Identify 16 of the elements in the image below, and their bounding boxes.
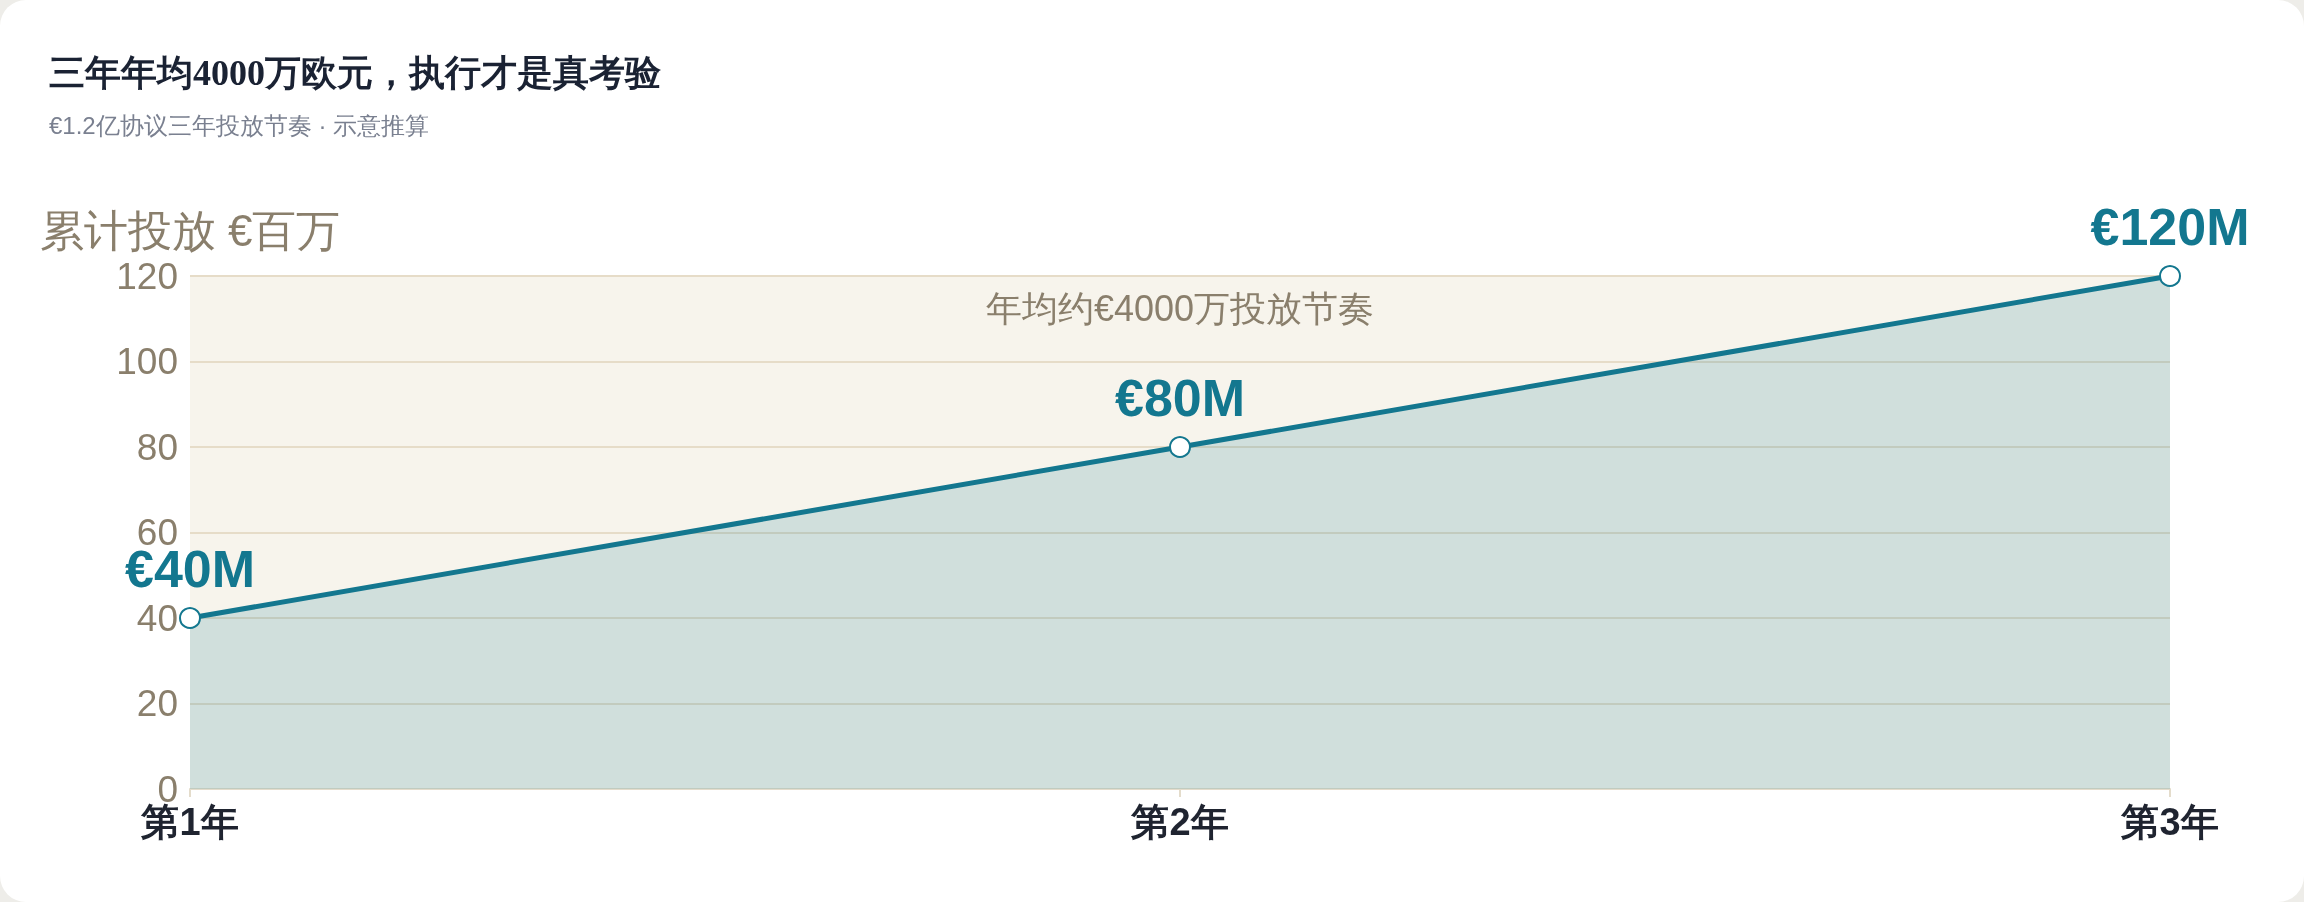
point	[2159, 265, 2181, 287]
annotation: 年均约€4000万投放节奏	[985, 287, 1375, 329]
y-tick-label: 40	[136, 597, 178, 639]
y-tick-label: 80	[136, 426, 178, 468]
chart-subtitle: €1.2亿协议三年投放节奏 · 示意推算	[49, 111, 430, 139]
y-tick-label: 120	[116, 255, 178, 297]
chart-title: 三年年均4000万欧元，执行才是真考验	[49, 53, 662, 93]
y-axis-title: 累计投放 €百万	[39, 205, 341, 255]
point	[179, 607, 201, 629]
point	[1169, 436, 1191, 458]
y-tick-label: 100	[116, 341, 178, 382]
x-tick-label: 第3年	[2120, 801, 2219, 843]
x-tick-label: 第2年	[1130, 801, 1229, 843]
data-label: €120M	[2090, 198, 2250, 256]
data-label: €80M	[1114, 369, 1246, 427]
y-tick-label: 20	[136, 683, 178, 724]
